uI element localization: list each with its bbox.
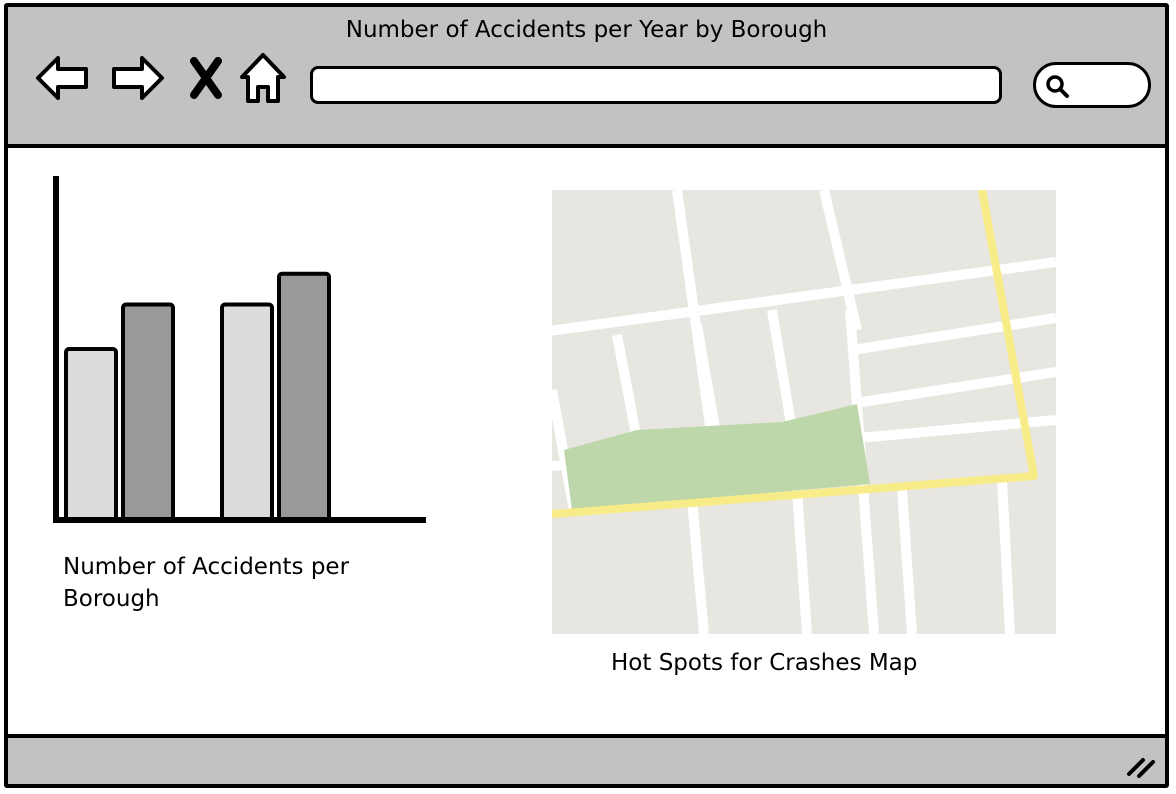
bar-group1-series1 (64, 347, 118, 522)
close-x-icon[interactable] (184, 49, 228, 107)
map-park (564, 404, 870, 510)
accidents-bar-chart (53, 176, 426, 523)
map-canvas (552, 190, 1056, 634)
map-caption: Hot Spots for Crashes Map (611, 650, 918, 676)
browser-toolbar: Number of Accidents per Year by Borough (8, 7, 1165, 148)
resize-grip-icon[interactable] (1125, 748, 1157, 778)
window-title: Number of Accidents per Year by Borough (345, 17, 828, 43)
page-content: Number of Accidents per Borough (8, 148, 1165, 742)
hot-spots-map[interactable] (552, 190, 1056, 634)
address-bar[interactable] (310, 66, 1002, 104)
search-box[interactable] (1033, 62, 1151, 108)
bar-group2-series2 (277, 271, 331, 523)
search-icon (1046, 75, 1069, 98)
forward-arrow-icon[interactable] (108, 49, 166, 107)
map-highlighted-route (552, 190, 1038, 518)
browser-window: Number of Accidents per Year by Borough … (4, 3, 1169, 788)
bar-group1-series2 (121, 302, 175, 522)
chart-caption: Number of Accidents per Borough (63, 554, 350, 612)
bar-group2-series1 (220, 302, 274, 522)
home-icon[interactable] (238, 49, 288, 107)
back-arrow-icon[interactable] (34, 49, 92, 107)
status-bar (8, 734, 1165, 784)
